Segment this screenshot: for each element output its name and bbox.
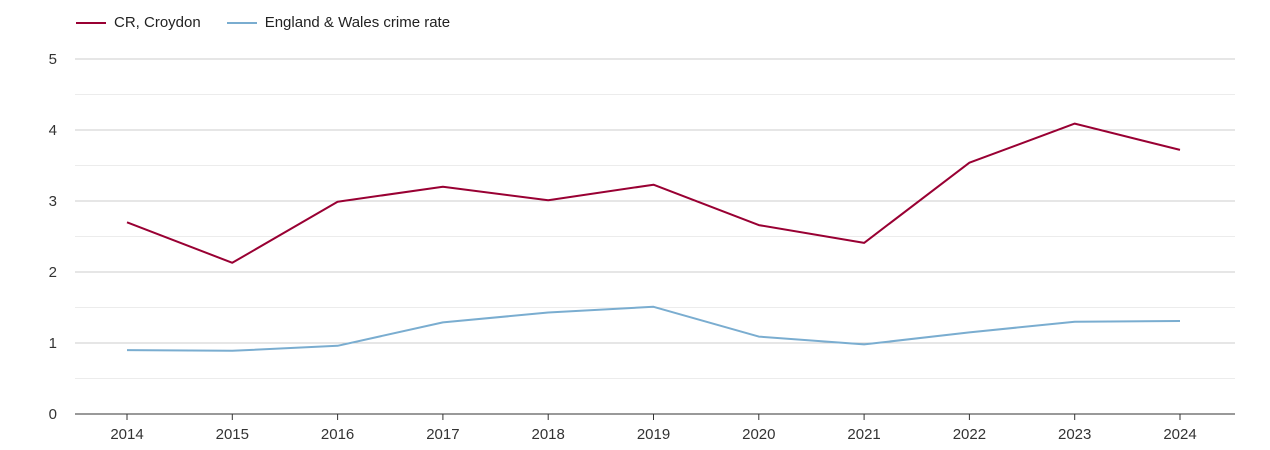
series-line-croydon [126,122,1181,264]
y-tick-label: 1 [49,335,57,352]
legend-swatch-croydon [76,21,106,24]
series-lines [126,122,1181,352]
x-tick-label: 2024 [1163,426,1196,443]
x-tick-label: 2015 [216,426,249,443]
x-tick-label: 2023 [1058,426,1091,443]
y-tick-label: 2 [49,264,57,281]
x-tick-label: 2014 [110,426,143,443]
y-tick-label: 3 [49,193,57,210]
legend: CR, Croydon England & Wales crime rate [76,14,450,31]
y-tick-label: 0 [49,406,57,423]
x-axis: 2014 2015 2016 2017 2018 2019 2020 2021 2022 2023… [110,414,1197,443]
x-tick-label: 2016 [321,426,354,443]
legend-item-england-wales[interactable]: England & Wales crime rate [226,14,451,31]
x-tick-label: 2018 [532,426,565,443]
x-tick-label: 2020 [742,426,775,443]
legend-label-england-wales: England & Wales crime rate [264,14,451,31]
grid-lines [75,58,1235,415]
y-tick-label: 4 [49,122,57,139]
x-tick-label: 2019 [637,426,670,443]
y-axis: 0 1 2 3 4 5 [49,51,57,423]
legend-swatch-england-wales [226,21,257,24]
x-tick-label: 2017 [426,426,459,443]
legend-item-croydon[interactable]: CR, Croydon [76,14,201,31]
series-line-england-wales [126,305,1181,352]
x-tick-label: 2021 [847,426,880,443]
x-tick-label: 2022 [953,426,986,443]
legend-label-croydon: CR, Croydon [114,14,201,31]
y-tick-label: 5 [49,51,57,68]
